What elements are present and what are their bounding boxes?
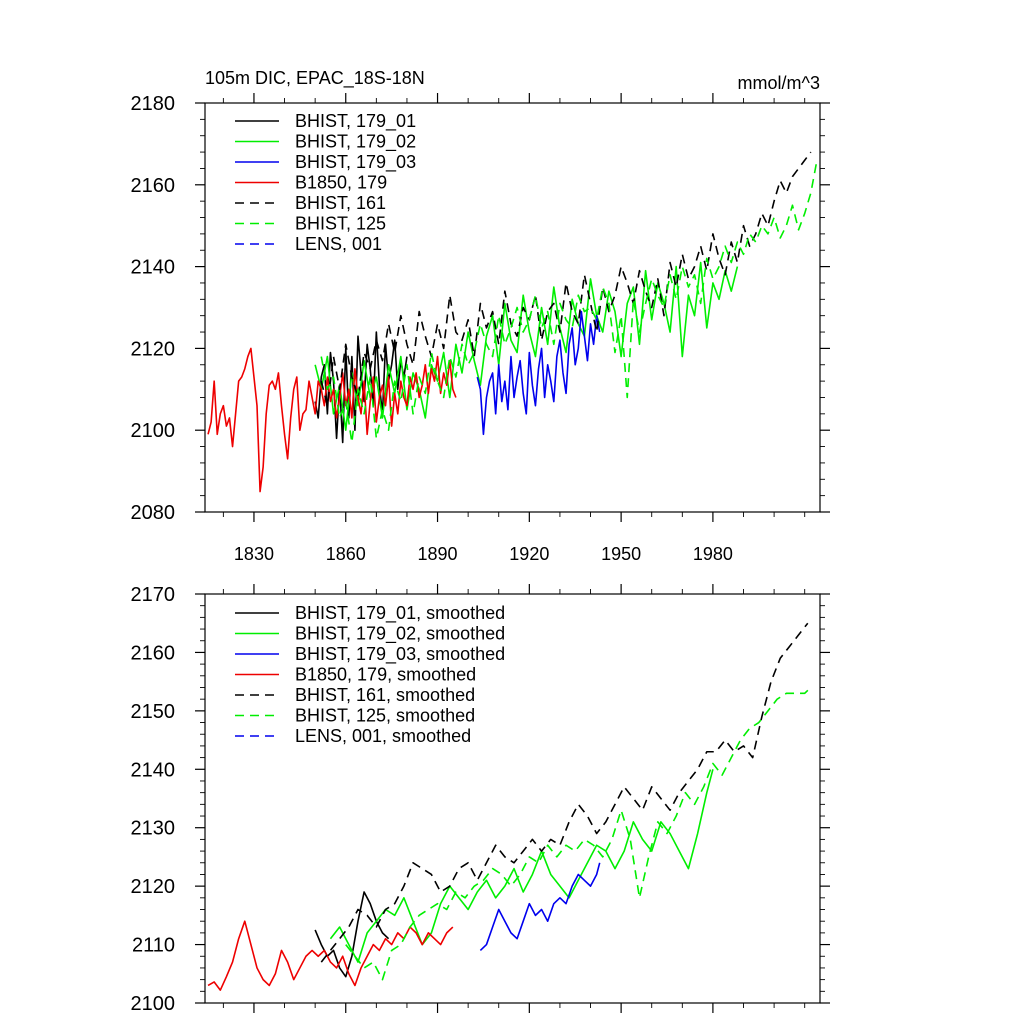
panel-top-legend-label: BHIST, 179_03 — [295, 152, 416, 173]
panel-bottom-legend-label: BHIST, 161, smoothed — [295, 685, 475, 705]
panel-top-y-tick-label: 2080 — [131, 502, 176, 524]
panel-top-title: 105m DIC, EPAC_18S-18N — [205, 68, 425, 89]
panel-bottom-y-tick-label: 2150 — [131, 701, 176, 723]
panel-bottom-y-tick-label: 2160 — [131, 642, 176, 664]
panel-top-legend-label: BHIST, 161 — [295, 193, 386, 213]
panel-bottom-axes: 2100 2110 2120 2130 2140 2150 2160 2170 — [131, 584, 830, 1015]
panel-bottom-series — [207, 622, 812, 991]
panel-top-series-bhist-125 — [320, 160, 818, 444]
panel-top-y-tick-label: 2160 — [131, 175, 176, 197]
panel-top-x-tick-label: 1890 — [418, 544, 458, 564]
panel-top-series-b1850-179 — [207, 347, 457, 493]
panel-bottom-series-bhist-125-smoothed — [345, 686, 812, 981]
panel-bottom-legend-label: B1850, 179, smoothed — [295, 665, 476, 685]
panel-bottom-y-tick-label: 2120 — [131, 876, 176, 898]
panel-top-x-tick-label: 1950 — [601, 544, 641, 564]
panel-top-series — [207, 151, 818, 493]
panel-bottom-legend-label: BHIST, 125, smoothed — [295, 706, 475, 726]
panel-top-y-tick-label: 2100 — [131, 420, 176, 442]
panel-top-x-tick-label: 1920 — [509, 544, 549, 564]
panel-bottom-series-bhist-179-02-smoothed — [329, 769, 714, 963]
panel-top-plot-frame — [204, 102, 821, 513]
panel-bottom-y-tick-label: 2140 — [131, 759, 176, 781]
panel-bottom-y-tick-label: 2100 — [131, 993, 176, 1015]
panel-top-units: mmol/m^3 — [738, 73, 820, 93]
panel-top-series-bhist-161 — [320, 151, 812, 407]
panel-top-x-tick-label: 1860 — [326, 544, 366, 564]
panel-bottom: 2100 2110 2120 2130 2140 2150 2160 2170 BHIST, … — [131, 584, 830, 1015]
panel-top-legend-label: BHIST, 179_02 — [295, 132, 416, 153]
panel-bottom-plot-frame — [204, 593, 821, 1004]
panel-bottom-series-bhist-179-01-smoothed — [314, 891, 390, 978]
panel-top-y-tick-label: 2140 — [131, 257, 176, 279]
panel-bottom-y-tick-label: 2110 — [132, 935, 175, 957]
panel-top-y-tick-label: 2180 — [131, 93, 176, 115]
panel-top-y-tick-label: 2120 — [131, 338, 176, 360]
panel-bottom-legend-label: BHIST, 179_01, smoothed — [295, 603, 505, 624]
panel-bottom-legend-label: LENS, 001, smoothed — [295, 726, 471, 746]
panel-bottom-legend-label: BHIST, 179_02, smoothed — [295, 624, 505, 645]
panel-bottom-series-bhist-179-03-smoothed — [479, 862, 601, 951]
panel-bottom-series-bhist-161-smoothed — [320, 622, 809, 963]
panel-bottom-y-tick-label: 2170 — [131, 584, 176, 606]
panel-top-x-tick-label: 1830 — [234, 544, 274, 564]
panel-top-legend-label: LENS, 001 — [295, 234, 382, 254]
panel-top-axes: 1830 1860 1890 1920 1950 1980 2080 2100 2120 2140… — [131, 93, 830, 564]
panel-top-series-bhist-179-03 — [476, 310, 601, 436]
panel-bottom-legend-label: BHIST, 179_03, smoothed — [295, 644, 505, 665]
panel-top-series-bhist-179-02 — [314, 261, 739, 431]
panel-bottom-y-tick-label: 2130 — [131, 818, 176, 840]
panel-top: 105m DIC, EPAC_18S-18N mmol/m^3 1830 1860… — [131, 68, 830, 564]
panel-top-x-tick-label: 1980 — [693, 544, 733, 564]
panel-top-legend-label: BHIST, 125 — [295, 214, 386, 234]
panel-bottom-series-b1850-179-smoothed — [207, 920, 454, 991]
panel-top-legend-label: B1850, 179 — [295, 173, 387, 193]
panel-top-legend-label: BHIST, 179_01 — [295, 111, 416, 132]
